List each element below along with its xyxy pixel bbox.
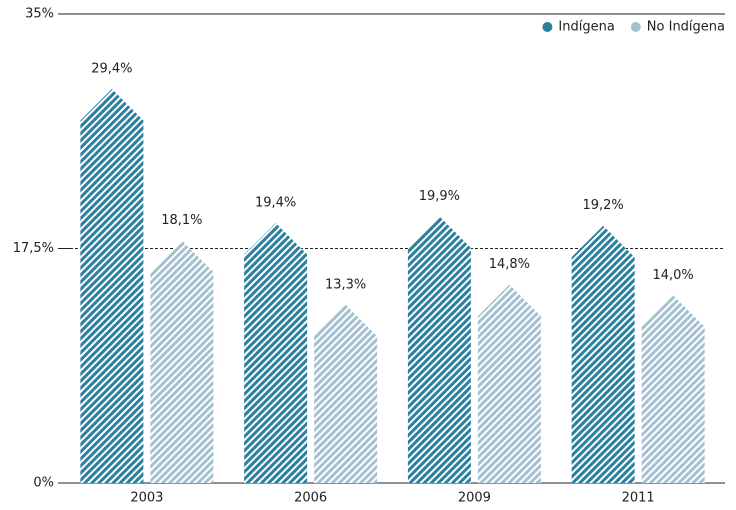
legend-swatch [542,22,553,32]
value-label: 18,1% [161,213,202,228]
value-label: 19,4% [255,196,296,211]
legend-label: No Indígena [647,20,725,35]
bar [407,216,471,483]
value-label: 19,9% [419,189,460,204]
x-tick-label: 2009 [458,491,491,506]
x-tick-label: 2011 [622,491,655,506]
x-tick-label: 2006 [294,491,327,506]
bar [150,240,214,483]
value-label: 14,0% [652,268,693,283]
value-label: 13,3% [325,277,366,292]
legend-label: Indígena [558,20,614,35]
x-tick-label: 2003 [130,491,163,506]
legend-swatch [630,22,641,32]
bar [314,304,378,483]
bar [477,284,541,483]
value-label: 29,4% [91,62,132,77]
y-tick-label: 35% [25,7,54,22]
y-tick-label: 0% [33,476,54,491]
bar [80,89,144,483]
bar [571,225,635,483]
value-label: 14,8% [489,257,530,272]
bar [641,295,705,483]
bar [244,223,308,484]
value-label: 19,2% [582,198,623,213]
y-tick-label: 17,5% [13,241,54,256]
